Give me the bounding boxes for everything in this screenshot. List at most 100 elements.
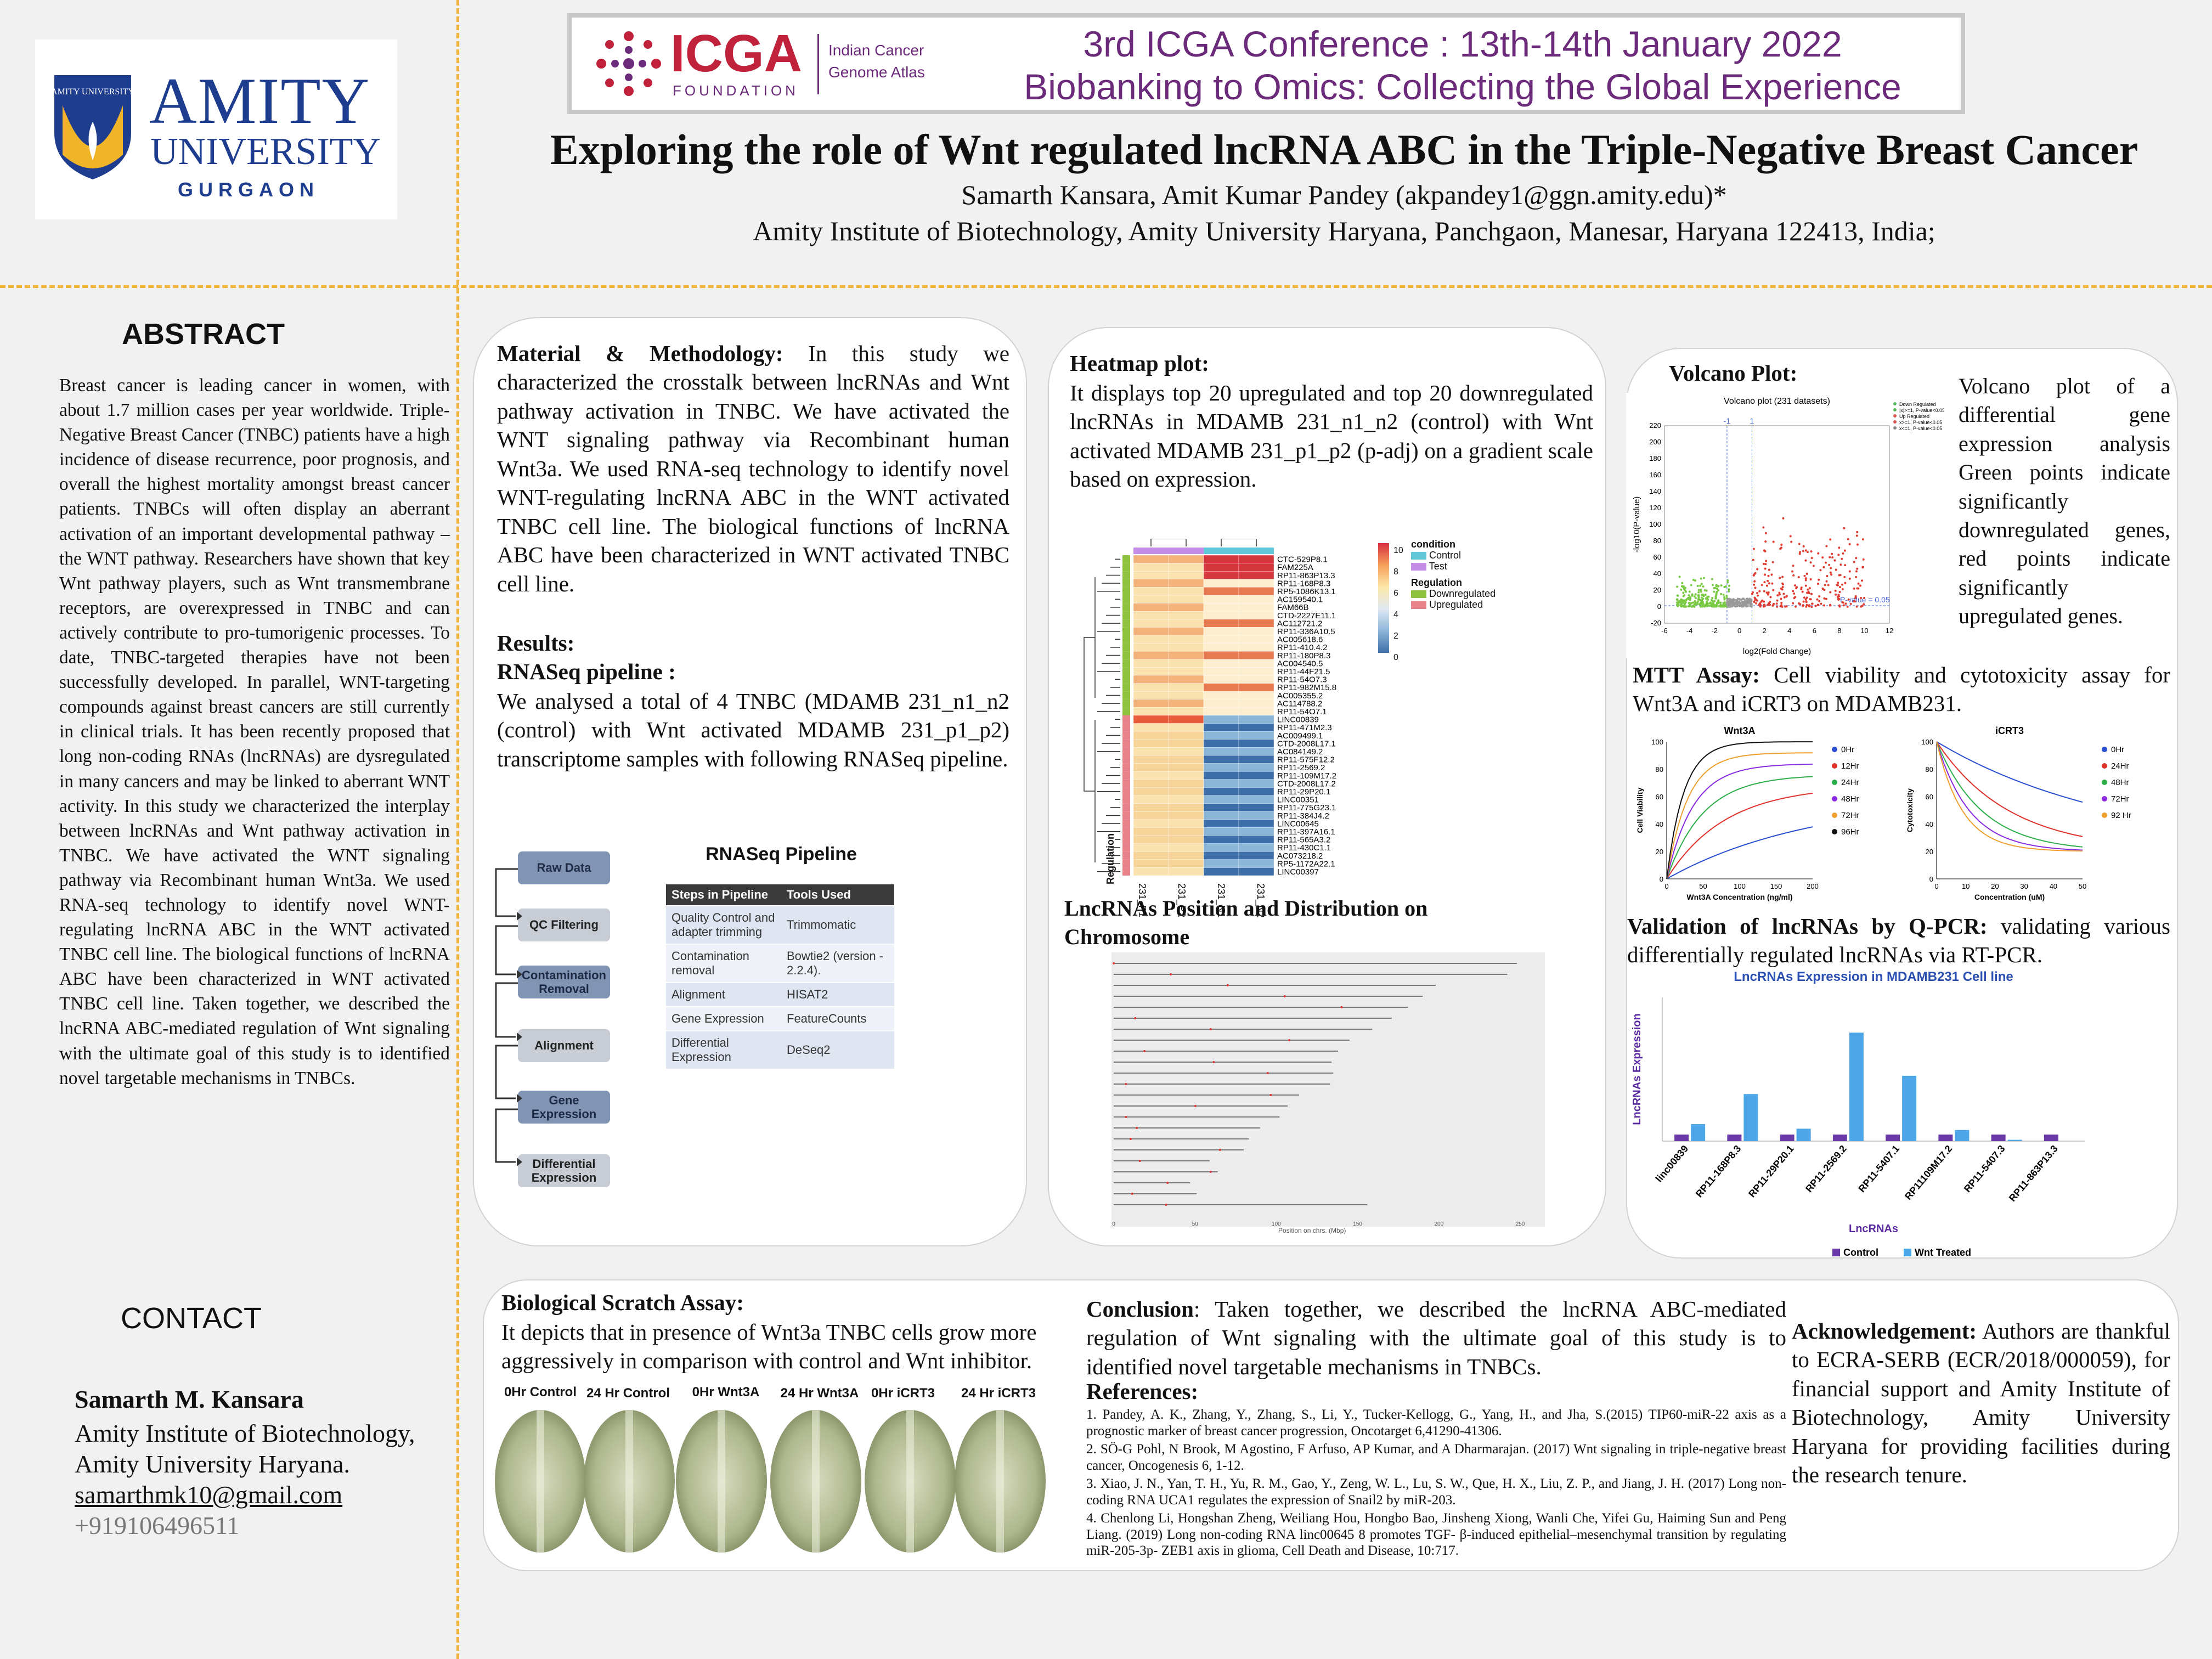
mtt-x-tick: 150	[1770, 882, 1782, 890]
volcano-point-up	[1854, 600, 1857, 603]
volcano-point-up	[1841, 588, 1844, 591]
heatmap-gene-label: CTD-2008L17.1	[1277, 739, 1336, 748]
volcano-point-down	[1679, 604, 1682, 607]
table-row: Alignment HISAT2	[666, 982, 894, 1007]
volcano-point-up	[1838, 604, 1841, 607]
volcano-point-down	[1690, 584, 1692, 586]
volcano-point-ns	[1748, 597, 1751, 600]
volcano-point-up	[1816, 603, 1819, 606]
heatmap-regulation-cell	[1122, 755, 1130, 764]
volcano-point-down	[1699, 605, 1702, 608]
heatmap-gene-label: RP11-982M15.8	[1277, 683, 1336, 692]
legend-title: Regulation	[1411, 577, 1462, 588]
volcano-point-up	[1776, 594, 1779, 597]
bar-wnt-treated	[1691, 1124, 1706, 1141]
volcano-x-tick: -6	[1661, 627, 1668, 635]
volcano-point-up	[1782, 592, 1785, 595]
volcano-point-up	[1753, 601, 1756, 603]
volcano-point-up	[1753, 596, 1756, 599]
lncrna-marker	[1226, 984, 1229, 986]
volcano-point-up	[1796, 586, 1798, 589]
volcano-y-tick: -20	[1651, 619, 1661, 627]
volcano-point-up	[1835, 593, 1837, 596]
scratch-image-0hr-wnt3a	[676, 1410, 767, 1553]
volcano-legend-label: Up Regulated	[1899, 414, 1929, 419]
heatmap-cell	[1203, 683, 1239, 692]
volcano-point-down	[1724, 603, 1726, 606]
heatmap-cell	[1203, 619, 1239, 628]
volcano-point-down	[1689, 598, 1691, 601]
volcano-title: Volcano plot (231 datasets)	[1724, 397, 1830, 406]
volcano-point-down	[1689, 596, 1691, 599]
volcano-point-down	[1702, 577, 1705, 579]
heatmap-cell	[1168, 627, 1204, 636]
heatmap-cell	[1168, 667, 1204, 676]
acknowledgement-heading: Acknowledgement:	[1792, 1318, 1977, 1344]
mtt-y-tick: 100	[1651, 738, 1663, 746]
volcano-point-up	[1806, 551, 1809, 554]
conference-subtitle: Biobanking to Omics: Collecting the Glob…	[1024, 66, 1901, 107]
heatmap-cell	[1133, 763, 1169, 772]
volcano-point-up	[1768, 582, 1770, 585]
contact-email[interactable]: samarthmk10@gmail.com	[75, 1481, 343, 1509]
heatmap-gene-label: AC005355.2	[1277, 691, 1323, 701]
lncrna-marker	[1266, 1072, 1269, 1074]
bar-chart-category: RP11-863P13.3	[2007, 1143, 2060, 1204]
volcano-point-down	[1711, 578, 1713, 580]
volcano-plot: Volcano plot (231 datasets) log2(Fold Cha…	[1626, 393, 1944, 658]
methods-heading: Material & Methodology:	[497, 341, 783, 366]
heatmap-cell	[1168, 603, 1204, 612]
volcano-point-up	[1792, 574, 1795, 577]
volcano-point-down	[1701, 605, 1704, 608]
volcano-point-down	[1724, 605, 1727, 607]
volcano-point-down	[1694, 579, 1696, 582]
heatmap-gene-label: LINC00397	[1277, 867, 1319, 877]
heatmap-cell	[1238, 595, 1274, 603]
bar-chart-category: RP11-168P8.3	[1694, 1143, 1743, 1200]
volcano-point-up	[1765, 560, 1768, 562]
bar-wnt-treated	[1796, 1128, 1811, 1141]
heatmap-cell	[1168, 643, 1204, 652]
lncrna-marker	[1169, 973, 1172, 975]
mtt-legend-label: 72Hr	[2111, 794, 2129, 804]
atlas-line2: Genome Atlas	[828, 64, 925, 81]
volcano-point-up	[1789, 535, 1792, 538]
heatmap-regulation-cell	[1122, 699, 1130, 708]
table-row: Contamination removal Bowtie2 (version - …	[666, 944, 894, 983]
bar-chart-x-label: LncRNAs	[1849, 1223, 1898, 1235]
volcano-point-down	[1723, 596, 1725, 599]
conference-title: 3rd ICGA Conference : 13th-14th January …	[1083, 24, 1842, 64]
scale-tick: 0	[1393, 653, 1398, 662]
volcano-point-up	[1849, 602, 1852, 605]
volcano-point-up	[1778, 593, 1781, 596]
volcano-point-up	[1785, 595, 1788, 597]
volcano-point-up	[1781, 605, 1784, 608]
mtt-y-tick: 60	[1926, 793, 1933, 801]
heatmap-cell	[1238, 803, 1274, 812]
volcano-point-down	[1716, 601, 1719, 604]
heatmap-gene-label: RP11-410.4.2	[1277, 643, 1327, 652]
volcano-point-up	[1794, 596, 1797, 599]
heatmap-gene-label: CTC-529P8.1	[1277, 555, 1328, 565]
heatmap-cell	[1203, 587, 1239, 596]
volcano-point-down	[1699, 584, 1702, 587]
volcano-point-up	[1848, 577, 1851, 580]
heatmap-cell	[1238, 779, 1274, 788]
volcano-point-up	[1771, 561, 1774, 563]
heatmap-cell	[1238, 651, 1274, 659]
bottom-panel	[483, 1279, 2179, 1571]
mtt-heading: MTT Assay:	[1633, 662, 1760, 687]
scratch-label: 24 Hr Control	[586, 1386, 670, 1401]
heatmap-cell	[1133, 691, 1169, 700]
volcano-point-down	[1703, 589, 1706, 592]
chromosome-x-tick: 200	[1434, 1221, 1443, 1227]
volcano-point-up	[1831, 556, 1834, 558]
volcano-point-up	[1783, 596, 1786, 599]
contact-line2: Amity University Haryana.	[75, 1450, 351, 1478]
volcano-point-up	[1779, 577, 1781, 579]
volcano-point-down	[1688, 594, 1690, 597]
heatmap-cell	[1133, 579, 1169, 588]
heatmap-gene-label: RP11-397A16.1	[1277, 827, 1335, 837]
volcano-point-ns	[1738, 605, 1741, 607]
